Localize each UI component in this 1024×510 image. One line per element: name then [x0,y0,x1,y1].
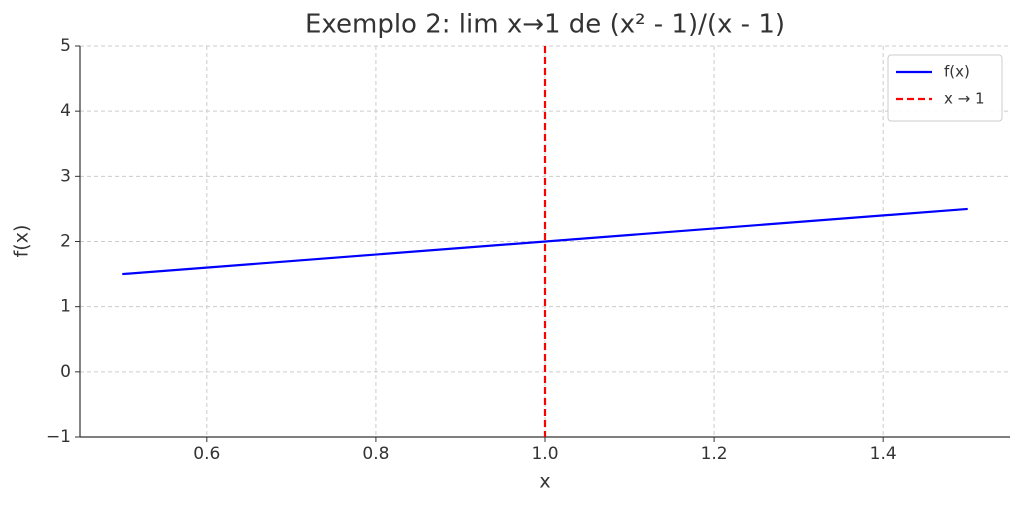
y-tick-label: 3 [60,166,71,186]
chart-title: Exemplo 2: lim x→1 de (x² - 1)/(x - 1) [305,10,785,40]
legend-label: x → 1 [944,90,985,108]
series-line [122,207,968,276]
x-tick-label: 1.4 [870,444,897,464]
legend-label: f(x) [944,63,970,81]
y-tick-label: 5 [60,36,71,56]
y-axis-label: f(x) [11,225,33,258]
y-tick-label: 4 [60,101,71,121]
y-tick-label: 0 [60,362,71,382]
x-tick-label: 1.2 [701,444,728,464]
y-tick-label: 1 [60,297,71,317]
x-tick-label: 1.0 [531,444,558,464]
x-tick-label: 0.6 [193,444,220,464]
y-tick-label: −1 [46,427,71,447]
x-tick-label: 0.8 [362,444,389,464]
y-tick-label: 2 [60,232,71,252]
x-axis-label: x [539,471,550,493]
